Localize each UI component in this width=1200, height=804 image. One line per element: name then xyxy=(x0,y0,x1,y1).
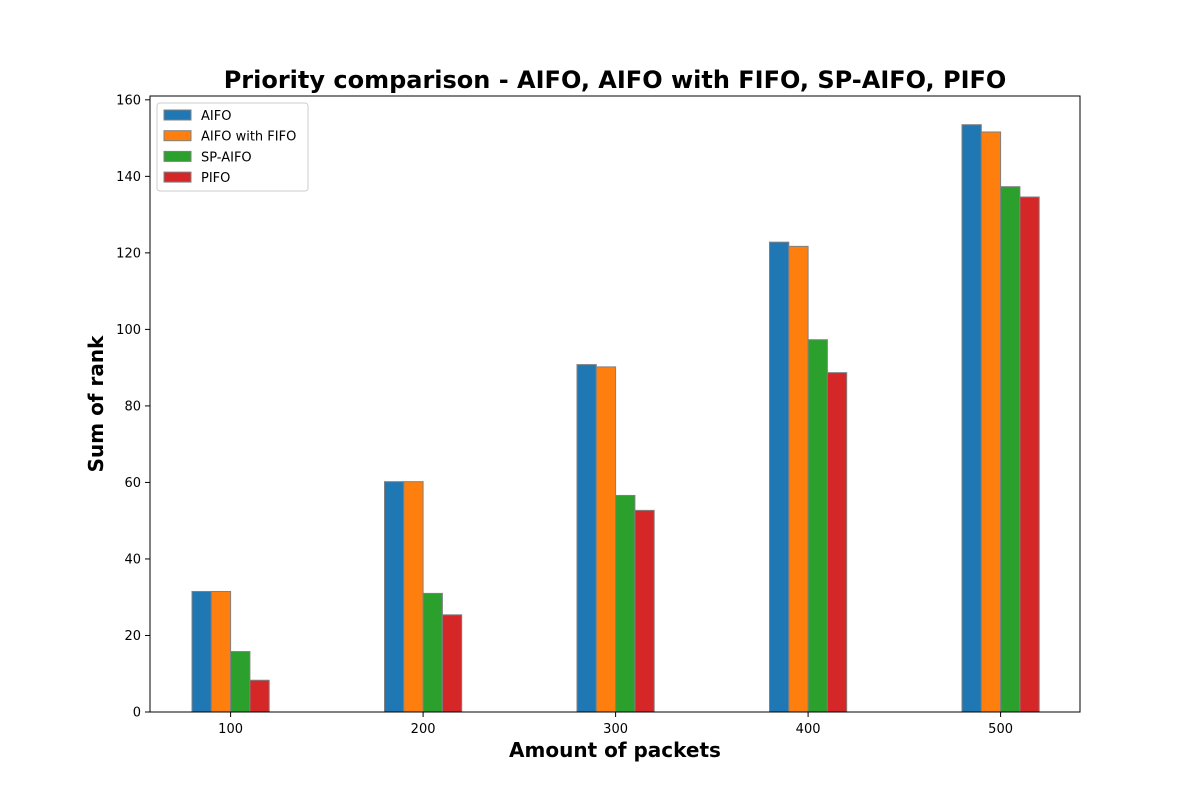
y-axis-title: Sum of rank xyxy=(84,335,108,472)
x-tick-label: 200 xyxy=(411,722,436,737)
legend: AIFO AIFO with FIFO SP-AIFO PIFO xyxy=(156,102,309,192)
chart-title: Priority comparison - AIFO, AIFO with FI… xyxy=(224,66,1007,94)
x-axis-title: Amount of packets xyxy=(509,738,721,762)
legend-label: SP-AIFO xyxy=(201,150,252,165)
bar-sp-aifo-100 xyxy=(230,651,251,713)
legend-label: AIFO xyxy=(201,109,231,124)
legend-swatch xyxy=(163,150,192,162)
x-tick-label: 300 xyxy=(603,722,628,737)
y-tick-label: 20 xyxy=(124,629,141,644)
bar-aifo-with-fifo-400 xyxy=(788,245,809,713)
bar-sp-aifo-300 xyxy=(615,494,636,713)
bar-aifo-200 xyxy=(384,481,405,713)
bar-aifo-with-fifo-300 xyxy=(595,366,617,713)
y-tick-label: 140 xyxy=(116,170,141,185)
legend-swatch xyxy=(163,109,192,121)
bar-pifo-300 xyxy=(634,509,655,713)
y-tick-label: 80 xyxy=(124,399,141,414)
bar-aifo-with-fifo-100 xyxy=(210,590,232,713)
x-tick-label: 100 xyxy=(218,722,243,737)
bar-pifo-100 xyxy=(249,679,270,713)
bar-sp-aifo-500 xyxy=(1000,186,1021,713)
bar-aifo-300 xyxy=(576,364,597,713)
bar-aifo-500 xyxy=(961,124,982,713)
x-tick-label: 400 xyxy=(796,722,821,737)
y-tick-label: 0 xyxy=(133,706,141,721)
legend-swatch xyxy=(163,130,192,142)
plot-area: 0 20 40 60 80 100 120 140 160 100 200 300 400 500 xyxy=(116,93,1081,737)
bar-aifo-with-fifo-500 xyxy=(980,131,1002,713)
y-tick-label: 40 xyxy=(124,552,141,567)
x-tick-label: 500 xyxy=(988,722,1013,737)
legend-label: AIFO with FIFO xyxy=(201,130,296,145)
bar-pifo-400 xyxy=(826,372,848,713)
legend-swatch xyxy=(163,171,192,183)
legend-box xyxy=(156,102,309,192)
y-tick-label: 120 xyxy=(116,246,141,261)
bar-aifo-400 xyxy=(769,241,790,713)
bar-sp-aifo-400 xyxy=(807,339,828,713)
bar-sp-aifo-200 xyxy=(422,592,443,713)
y-tick-label: 60 xyxy=(124,476,141,491)
bar-aifo-100 xyxy=(191,590,212,713)
plot-frame xyxy=(149,95,1081,713)
y-tick-label: 100 xyxy=(116,323,141,338)
bar-pifo-200 xyxy=(441,614,463,713)
y-tick-label: 160 xyxy=(116,93,141,108)
bar-aifo-with-fifo-200 xyxy=(403,481,424,713)
bar-pifo-500 xyxy=(1019,196,1040,713)
legend-label: PIFO xyxy=(201,171,230,186)
